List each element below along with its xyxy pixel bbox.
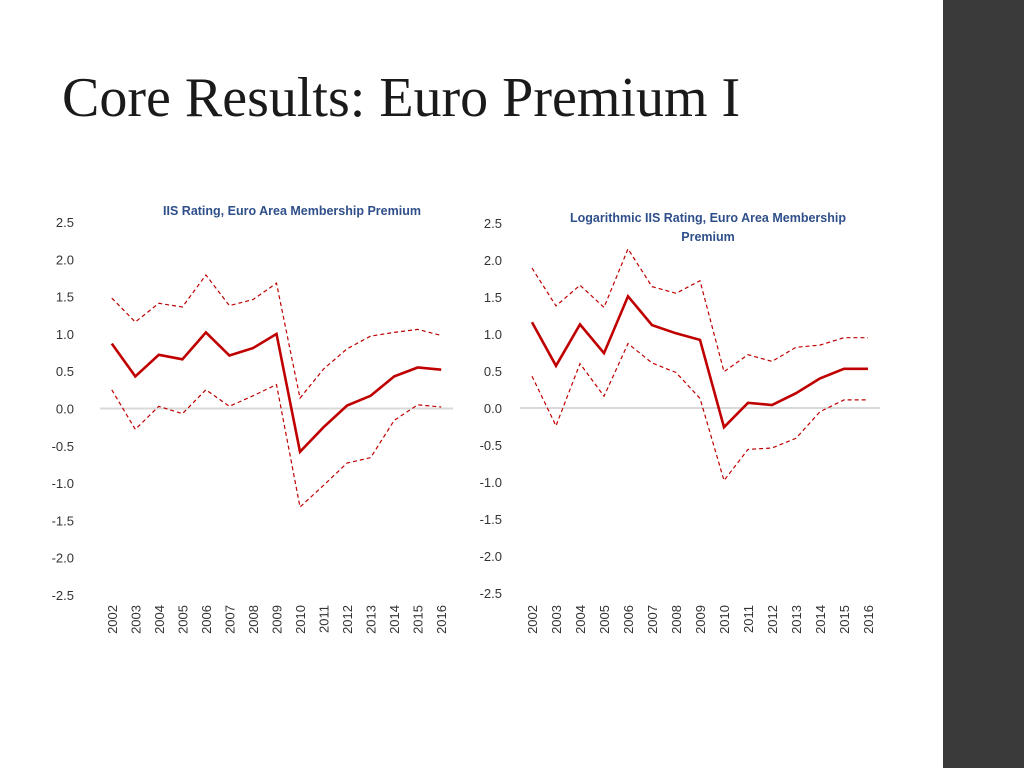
x-tick-label: 2002 — [105, 605, 120, 634]
x-tick-label: 2005 — [597, 605, 612, 634]
x-tick-label: 2011 — [741, 605, 756, 633]
chart-svg: Logarithmic IIS Rating, Euro Area Member… — [480, 211, 880, 634]
y-tick-label: -1.5 — [480, 512, 502, 527]
y-tick-label: -0.5 — [480, 438, 502, 453]
y-tick-label: -2.0 — [480, 549, 502, 564]
x-tick-label: 2015 — [411, 605, 426, 634]
x-tick-label: 2011 — [317, 605, 332, 633]
series-line-confidence-band — [111, 274, 442, 400]
y-tick-label: 0.5 — [484, 364, 502, 379]
chart-title-line: IIS Rating, Euro Area Membership Premium — [163, 204, 421, 218]
y-tick-label: -0.5 — [52, 439, 74, 454]
y-tick-label: -2.5 — [480, 586, 502, 601]
y-tick-label: 0.5 — [56, 364, 74, 379]
y-tick-label: -1.0 — [480, 475, 502, 490]
chart-title: IIS Rating, Euro Area Membership Premium — [163, 204, 421, 218]
x-tick-label: 2007 — [645, 605, 660, 634]
chart-svg: IIS Rating, Euro Area Membership Premium… — [52, 204, 453, 634]
x-tick-label: 2012 — [340, 605, 355, 634]
slide-title: Core Results: Euro Premium I — [62, 67, 741, 129]
x-tick-label: 2014 — [813, 605, 828, 634]
series-line-estimate — [110, 330, 442, 455]
y-tick-label: 1.5 — [56, 290, 74, 305]
x-tick-label: 2016 — [861, 605, 876, 634]
series-line-confidence-band — [531, 342, 868, 482]
y-tick-label: 1.0 — [484, 327, 502, 342]
y-tick-label: -2.0 — [52, 551, 74, 566]
x-tick-label: 2003 — [549, 605, 564, 634]
x-tick-label: 2007 — [222, 605, 237, 634]
x-tick-label: 2005 — [175, 605, 190, 634]
x-tick-label: 2004 — [573, 605, 588, 634]
x-tick-label: 2006 — [199, 605, 214, 634]
x-tick-label: 2010 — [293, 605, 308, 634]
y-tick-label: -2.5 — [52, 588, 74, 603]
chart-title-line: Premium — [681, 230, 735, 244]
x-tick-label: 2009 — [693, 605, 708, 634]
x-tick-label: 2009 — [270, 605, 285, 634]
y-tick-label: 2.5 — [56, 215, 74, 230]
chart-iis-rating: IIS Rating, Euro Area Membership Premium… — [40, 195, 470, 645]
y-tick-label: -1.5 — [52, 513, 74, 528]
chart-log-iis-rating: Logarithmic IIS Rating, Euro Area Member… — [470, 195, 900, 645]
y-tick-label: 0.0 — [56, 402, 74, 417]
x-tick-label: 2008 — [669, 605, 684, 634]
y-tick-label: 2.0 — [484, 253, 502, 268]
sidebar-panel — [943, 0, 1024, 768]
x-tick-label: 2016 — [434, 605, 449, 634]
x-tick-label: 2003 — [128, 605, 143, 634]
x-tick-label: 2014 — [387, 605, 402, 634]
x-tick-label: 2008 — [246, 605, 261, 634]
y-tick-label: 1.0 — [56, 327, 74, 342]
series-line-confidence-band — [111, 383, 442, 509]
x-tick-label: 2013 — [789, 605, 804, 634]
x-tick-label: 2010 — [717, 605, 732, 634]
x-tick-label: 2012 — [765, 605, 780, 634]
x-tick-label: 2013 — [364, 605, 379, 634]
x-tick-label: 2004 — [152, 605, 167, 634]
chart-title-line: Logarithmic IIS Rating, Euro Area Member… — [570, 211, 846, 225]
series-line-estimate — [530, 293, 868, 430]
x-tick-label: 2002 — [525, 605, 540, 634]
y-tick-label: 1.5 — [484, 290, 502, 305]
y-tick-label: 2.5 — [484, 216, 502, 231]
y-tick-label: 2.0 — [56, 252, 74, 267]
y-tick-label: 0.0 — [484, 401, 502, 416]
x-tick-label: 2015 — [837, 605, 852, 634]
x-tick-label: 2006 — [621, 605, 636, 634]
chart-title: Logarithmic IIS Rating, Euro Area Member… — [570, 211, 846, 244]
y-tick-label: -1.0 — [52, 476, 74, 491]
series-line-confidence-band — [531, 247, 868, 373]
